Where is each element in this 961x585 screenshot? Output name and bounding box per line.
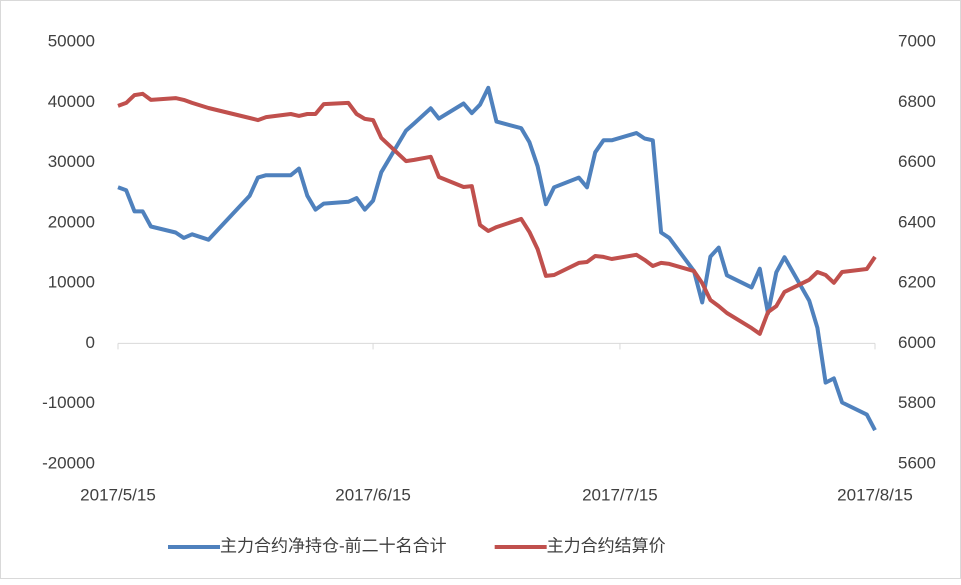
y2-tick-label: 6200	[898, 273, 936, 292]
legend-label: 主力合约净持仓-前二十名合计	[220, 536, 447, 555]
x-tick-label: 2017/7/15	[582, 485, 658, 504]
y-tick-label: 40000	[48, 92, 95, 111]
y2-tick-label: 6000	[898, 333, 936, 352]
series-line	[117, 91, 877, 336]
y2-tick-label: 5600	[898, 453, 936, 472]
x-tick-label: 2017/5/15	[80, 485, 156, 504]
y-tick-label: 20000	[48, 212, 95, 231]
y-tick-label: -20000	[42, 453, 95, 472]
y-tick-label: 50000	[48, 31, 95, 50]
y2-tick-label: 7000	[898, 31, 936, 50]
x-tick-label: 2017/6/15	[335, 485, 411, 504]
y-tick-label: -10000	[42, 393, 95, 412]
y2-tick-label: 5800	[898, 393, 936, 412]
series-line	[117, 85, 877, 432]
y-tick-label: 0	[86, 333, 95, 352]
y2-tick-label: 6800	[898, 92, 936, 111]
y-tick-label: 30000	[48, 152, 95, 171]
x-tick-label: 2017/8/15	[837, 485, 913, 504]
y2-tick-label: 6400	[898, 212, 936, 231]
y2-tick-label: 6600	[898, 152, 936, 171]
y-tick-label: 10000	[48, 273, 95, 292]
legend-label: 主力合约结算价	[547, 536, 666, 555]
